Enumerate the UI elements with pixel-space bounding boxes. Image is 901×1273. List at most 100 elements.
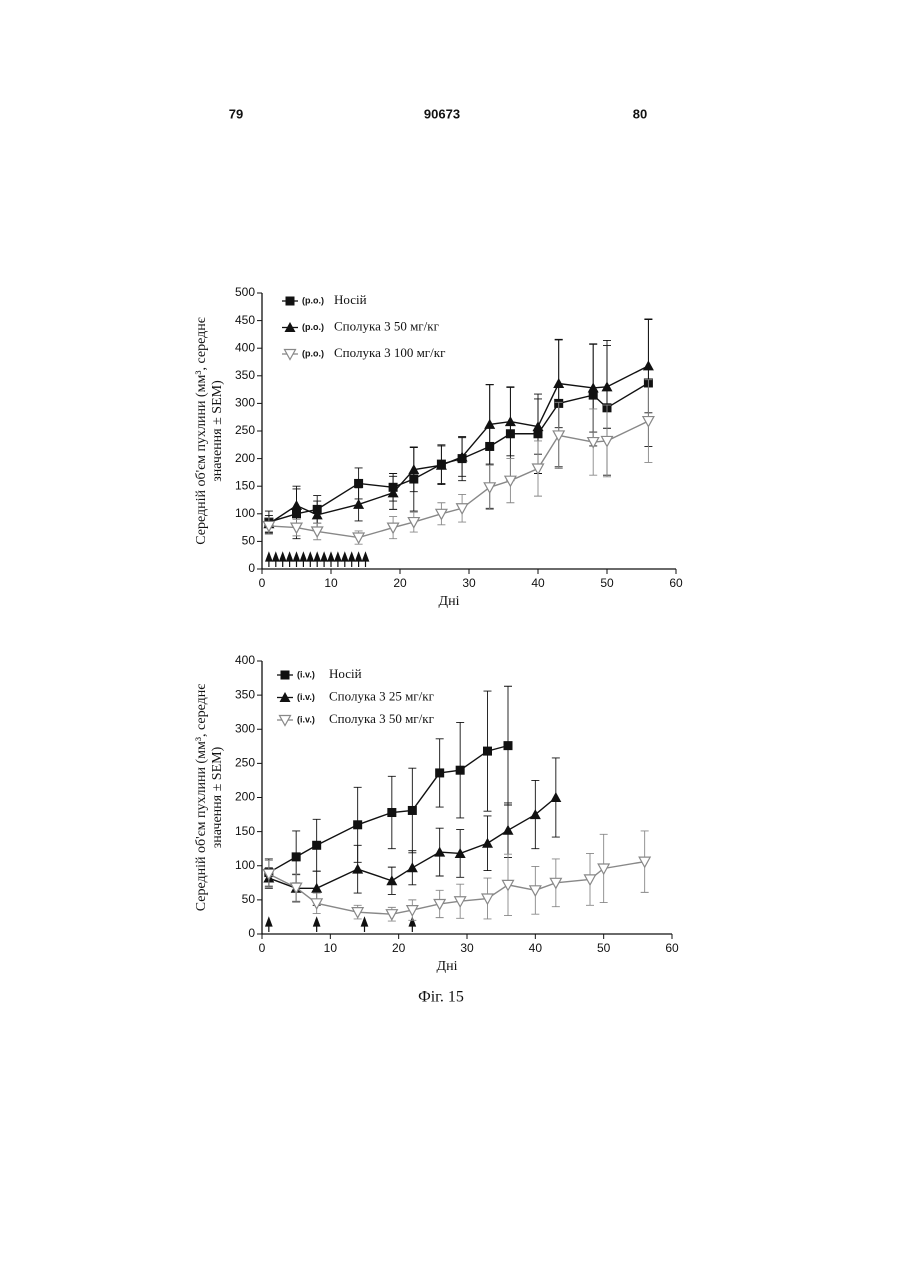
marker — [312, 841, 321, 850]
dose-arrow — [342, 553, 348, 567]
dose-arrow — [363, 553, 369, 567]
marker — [484, 483, 495, 493]
dose-arrow — [294, 553, 300, 567]
marker — [550, 792, 561, 802]
y-tick-label: 150 — [235, 478, 255, 492]
figure-caption: Фіг. 15 — [418, 989, 464, 1006]
y-tick-label: 100 — [235, 506, 255, 520]
y-tick-label: 300 — [235, 396, 255, 410]
dose-arrow — [356, 553, 362, 567]
x-tick-label: 50 — [597, 941, 611, 955]
y-tick-label: 0 — [248, 926, 255, 940]
y-tick-label: 350 — [235, 368, 255, 382]
y-axis-label: Середній об'єм пухлини (мм³, середнє — [194, 317, 209, 545]
y-tick-label: 50 — [242, 892, 256, 906]
x-tick-label: 60 — [669, 576, 683, 590]
marker — [504, 741, 513, 750]
marker — [483, 747, 492, 756]
dose-arrow — [349, 553, 355, 567]
x-tick-label: 20 — [393, 576, 407, 590]
marker — [435, 768, 444, 777]
marker — [353, 533, 364, 543]
legend-label: Сполука 3 25 мг/кг — [329, 688, 434, 703]
marker — [353, 499, 364, 509]
marker — [456, 766, 465, 775]
marker — [505, 416, 516, 426]
marker — [354, 479, 363, 488]
marker — [533, 464, 544, 474]
y-tick-label: 100 — [235, 858, 255, 872]
marker — [353, 820, 362, 829]
y-tick-label: 0 — [248, 561, 255, 575]
marker — [434, 847, 445, 857]
legend-route: (p.o.) — [302, 295, 324, 305]
x-tick-label: 20 — [392, 941, 406, 955]
dose-arrow — [335, 553, 341, 567]
marker — [291, 500, 302, 510]
dose-arrow — [321, 553, 327, 567]
patent-number: 90673 — [424, 106, 460, 121]
x-tick-label: 30 — [462, 576, 476, 590]
y-tick-label: 300 — [235, 721, 255, 735]
legend-route: (i.v.) — [297, 692, 315, 702]
page: 79 90673 80 Фіг. 15 05010015020025030035… — [0, 0, 901, 1273]
dose-arrow — [307, 553, 313, 567]
marker — [643, 417, 654, 427]
legend-label: Сполука 3 50 мг/кг — [329, 711, 434, 726]
x-tick-label: 10 — [324, 576, 338, 590]
marker — [408, 806, 417, 815]
y-axis-label: значення ± SEM) — [210, 380, 225, 482]
marker — [530, 886, 541, 896]
legend-marker — [281, 671, 290, 680]
series-line — [269, 862, 645, 915]
y-axis-label: значення ± SEM) — [210, 746, 225, 848]
y-axis-label: Середній об'єм пухлини (мм³, середнє — [194, 684, 209, 912]
marker — [386, 910, 397, 920]
legend-label: Носій — [329, 666, 362, 681]
dose-arrow — [266, 553, 272, 567]
y-tick-label: 50 — [242, 534, 256, 548]
marker — [598, 864, 609, 874]
y-tick-label: 450 — [235, 313, 255, 327]
y-tick-label: 250 — [235, 423, 255, 437]
x-tick-label: 40 — [529, 941, 543, 955]
y-tick-label: 350 — [235, 687, 255, 701]
dose-arrow — [280, 553, 286, 567]
x-tick-label: 30 — [460, 941, 474, 955]
legend-route: (i.v.) — [297, 714, 315, 724]
y-tick-label: 400 — [235, 340, 255, 354]
y-tick-label: 250 — [235, 756, 255, 770]
marker — [387, 808, 396, 817]
legend-label: Сполука 3 100 мг/кг — [334, 345, 445, 360]
marker — [643, 360, 654, 370]
series-line — [269, 383, 649, 522]
dose-arrow — [300, 553, 306, 567]
dose-arrow — [362, 918, 368, 932]
page-number-left: 79 — [229, 106, 243, 121]
y-tick-label: 150 — [235, 824, 255, 838]
legend-route: (p.o.) — [302, 348, 324, 358]
marker — [553, 378, 564, 388]
marker — [482, 838, 493, 848]
y-tick-label: 200 — [235, 790, 255, 804]
x-tick-label: 0 — [259, 941, 266, 955]
x-tick-label: 40 — [531, 576, 545, 590]
marker — [386, 875, 397, 885]
dose-arrow — [314, 918, 320, 932]
marker — [503, 825, 514, 835]
dose-arrow — [266, 918, 272, 932]
y-tick-label: 500 — [235, 285, 255, 299]
x-tick-label: 50 — [600, 576, 614, 590]
marker — [550, 878, 561, 888]
dose-arrow — [314, 553, 320, 567]
y-tick-label: 200 — [235, 451, 255, 465]
legend-route: (p.o.) — [302, 322, 324, 332]
marker — [352, 864, 363, 874]
dose-arrow — [273, 553, 279, 567]
legend-label: Сполука 3 50 мг/кг — [334, 318, 439, 333]
x-tick-label: 10 — [324, 941, 338, 955]
legend-route: (i.v.) — [297, 669, 315, 679]
dose-arrow — [328, 553, 334, 567]
page-number-right: 80 — [633, 106, 647, 121]
dose-arrow — [287, 553, 293, 567]
